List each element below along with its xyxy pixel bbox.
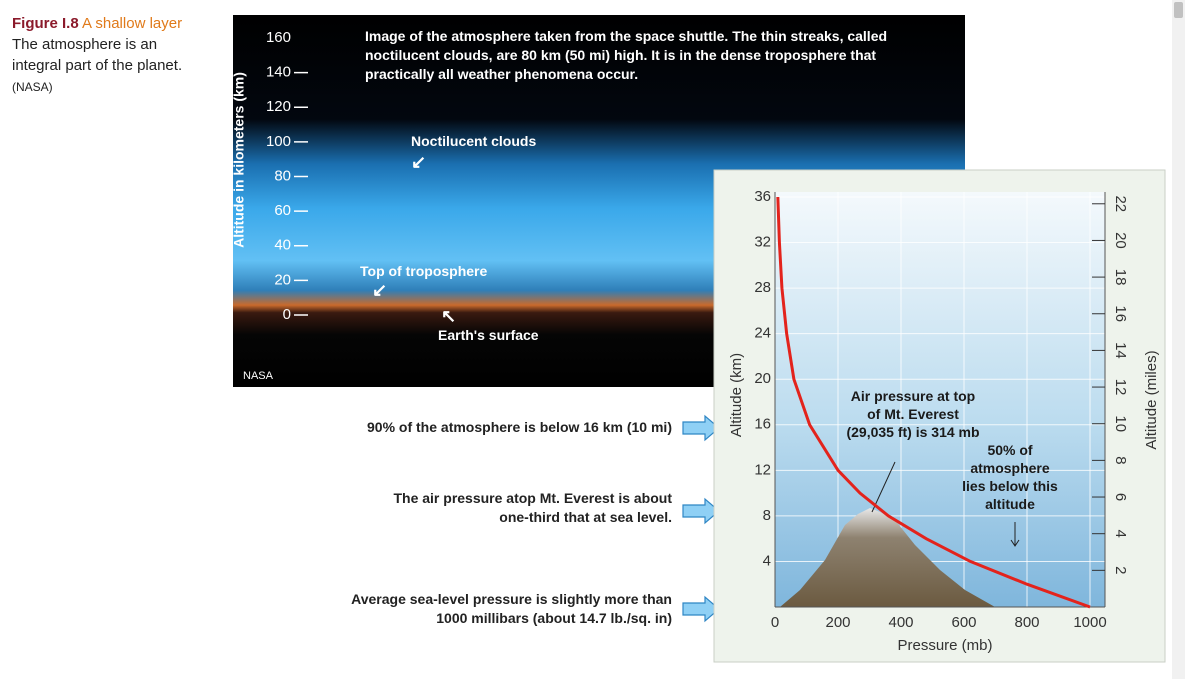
- y-tick-label: 20: [754, 370, 771, 387]
- plot-area: [775, 192, 1105, 607]
- chart: Pressure (mb) Altitude (km) Altitude (mi…: [728, 188, 1160, 654]
- x-tick-label: 400: [888, 614, 913, 631]
- y-tick-label: 28: [754, 279, 771, 296]
- y-axis-label: Altitude (km): [728, 353, 745, 437]
- photo-label: Earth's surface: [438, 327, 539, 343]
- note: 90% of the atmosphere is below 16 km (10…: [367, 419, 672, 435]
- leader-arrow: [1010, 522, 1020, 547]
- photo-tick-label: 40: [274, 237, 291, 254]
- y-tick-label: 12: [754, 461, 771, 478]
- caption-title: A shallow layer: [82, 15, 183, 32]
- arrow: [682, 414, 720, 442]
- y2-tick-label: 6: [1112, 493, 1129, 501]
- y2-tick-label: 8: [1112, 456, 1129, 464]
- y2-tick-label: 14: [1112, 342, 1129, 359]
- photo-tick-label: 120: [266, 98, 291, 115]
- label-arrow: ↙: [411, 152, 427, 172]
- arrow: [682, 497, 720, 525]
- photo-axis-label: Altitude in kilometers (km): [231, 72, 247, 248]
- pressure-curve: [776, 196, 1091, 609]
- caption-text: The atmosphere is an integral part of th…: [12, 36, 183, 74]
- photo-tick-label: 20: [274, 271, 291, 288]
- note-arrows: [682, 414, 720, 623]
- photo-description: Image of the atmosphere taken from the s…: [365, 28, 888, 82]
- annotation: Air pressure at top of Mt. Everest (29,0…: [846, 388, 980, 440]
- y2-axis-label: Altitude (miles): [1143, 350, 1160, 449]
- x-tick-label: 800: [1014, 614, 1039, 631]
- photo-tick-label: 140: [266, 64, 291, 81]
- photo-tick-label: 60: [274, 202, 291, 219]
- photo-tick-label: 160: [266, 29, 291, 46]
- y-tick-label: 8: [763, 507, 771, 524]
- y2-tick-label: 4: [1112, 530, 1129, 538]
- y2-tick-label: 12: [1112, 379, 1129, 396]
- scrollbar: [1172, 0, 1185, 679]
- y2-tick-label: 18: [1112, 269, 1129, 286]
- x-tick-label: 200: [825, 614, 850, 631]
- y-tick-label: 4: [763, 552, 771, 569]
- caption-credit: (NASA): [12, 80, 53, 94]
- y2-tick-label: 16: [1112, 305, 1129, 322]
- photo-label: Top of troposphere: [360, 263, 488, 279]
- photo-tick-label: 80: [274, 167, 291, 184]
- photo-scale: Altitude in kilometers (km) 0 20 40 60 80 100…: [231, 29, 308, 323]
- label-arrow: ↖: [441, 306, 457, 326]
- y-tick-label: 36: [754, 188, 771, 205]
- note: Average sea-level pressure is slightly m…: [351, 591, 672, 626]
- x-tick-label: 600: [951, 614, 976, 631]
- y2-tick-label: 10: [1112, 415, 1129, 432]
- scrollbar-thumb: [1174, 2, 1183, 18]
- photo-tick-label: 100: [266, 133, 291, 150]
- y2-tick-label: 22: [1112, 195, 1129, 212]
- x-tick-label: 1000: [1073, 614, 1106, 631]
- y2-tick-label: 20: [1112, 232, 1129, 249]
- mountain: [780, 508, 995, 607]
- y-tick-label: 32: [754, 234, 771, 251]
- x-tick-label: 0: [771, 614, 779, 631]
- figure-label: Figure I.8: [12, 15, 79, 32]
- grid: [774, 192, 1105, 607]
- photo-label: Noctilucent clouds: [411, 133, 537, 149]
- label-arrow: ↙: [372, 280, 388, 300]
- y-tick-label: 16: [754, 416, 771, 433]
- photo-credit: NASA: [243, 370, 273, 382]
- leader-line: [871, 461, 896, 513]
- x-axis-label: Pressure (mb): [897, 637, 992, 654]
- y2-tick-label: 2: [1112, 566, 1129, 574]
- note: The air pressure atop Mt. Everest is abo…: [393, 490, 672, 525]
- y-tick-label: 24: [754, 325, 771, 342]
- caption: Figure I.8 A shallow layer The atmospher…: [12, 13, 200, 98]
- arrow: [682, 595, 720, 623]
- annotation: 50% of atmosphere lies below this altitu…: [962, 442, 1058, 512]
- photo-tick-label: 0: [283, 306, 291, 323]
